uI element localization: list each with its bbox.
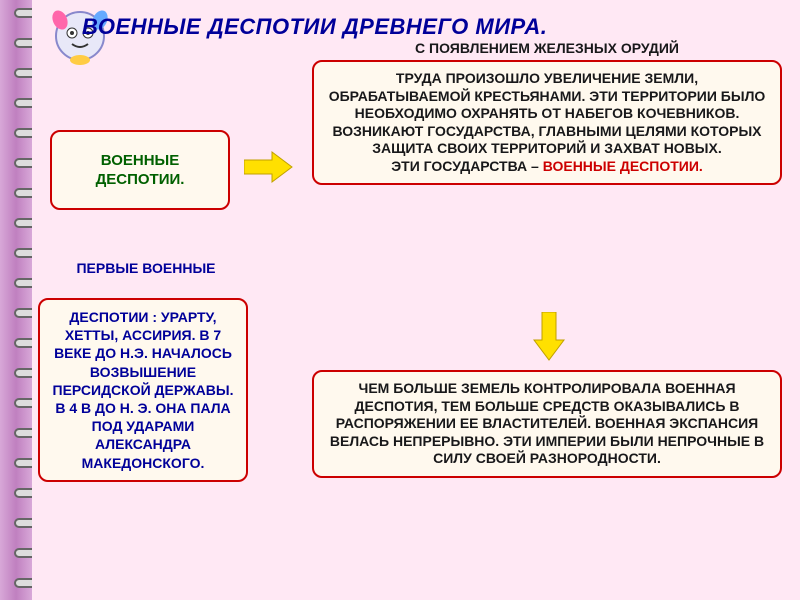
intro-text: С ПОЯВЛЕНИЕМ ЖЕЛЕЗНЫХ ОРУДИЙ [312,40,782,56]
box-consequence: ЧЕМ БОЛЬШЕ ЗЕМЕЛЬ КОНТРОЛИРОВАЛА ВОЕННАЯ… [312,370,782,478]
subhead-first-despotisms: ПЕРВЫЕ ВОЕННЫЕ [66,260,226,276]
box-a-label: ВОЕННЫЕ ДЕСПОТИИ. [62,151,218,190]
box-b-line2a: ЭТИ ГОСУДАРСТВА – [391,158,543,174]
box-examples: ДЕСПОТИИ : УРАРТУ, ХЕТТЫ, АССИРИЯ. В 7 В… [38,298,248,482]
spiral-binding [0,0,32,600]
box-definition: ТРУДА ПРОИЗОШЛО УВЕЛИЧЕНИЕ ЗЕМЛИ, ОБРАБА… [312,60,782,185]
slide-page: ВОЕННЫЕ ДЕСПОТИИ ДРЕВНЕГО МИРА. С ПОЯВЛЕ… [32,0,800,600]
box-b-highlight: ВОЕННЫЕ ДЕСПОТИИ. [543,158,703,174]
page-title: ВОЕННЫЕ ДЕСПОТИИ ДРЕВНЕГО МИРА. [82,14,547,40]
arrow-right-icon [244,150,294,184]
box-military-despotism: ВОЕННЫЕ ДЕСПОТИИ. [50,130,230,210]
box-b-main: ТРУДА ПРОИЗОШЛО УВЕЛИЧЕНИЕ ЗЕМЛИ, ОБРАБА… [329,70,766,156]
arrow-down-icon [532,312,566,362]
